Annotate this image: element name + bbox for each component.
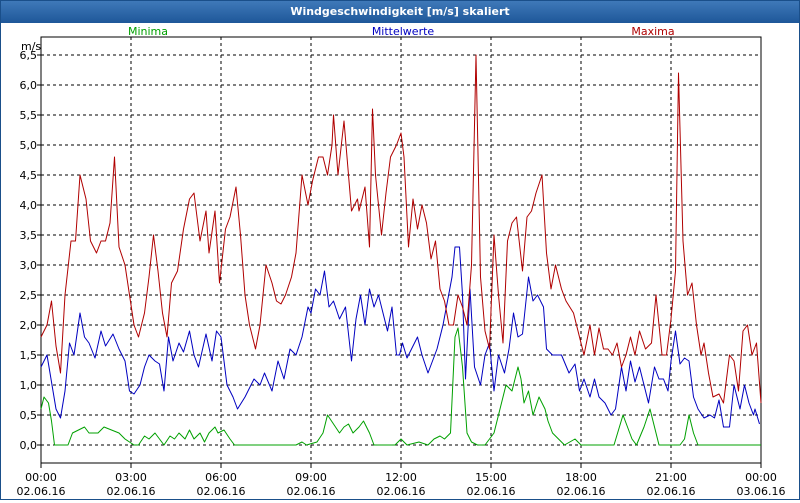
x-tick-label-time: 00:00	[25, 471, 57, 484]
plot-frame	[40, 36, 762, 464]
y-tick-label: 6,0	[20, 79, 38, 92]
x-tick-label-time: 12:00	[385, 471, 417, 484]
x-tick-label-date: 02.06.16	[467, 485, 516, 498]
series-line-mittelwerte	[40, 246, 760, 428]
series-line-maxima	[40, 54, 762, 404]
x-tick-label-time: 06:00	[205, 471, 237, 484]
y-tick-label: 1,0	[20, 379, 38, 392]
y-tick-label: 6,5	[20, 49, 38, 62]
x-tick-label-date: 02.06.16	[197, 485, 246, 498]
x-tick-label-time: 15:00	[475, 471, 507, 484]
legend-minima: Minima	[128, 25, 168, 38]
x-tick-label-time: 03:00	[115, 471, 147, 484]
legend-maxima: Maxima	[631, 25, 674, 38]
y-tick-label: 2,0	[20, 319, 38, 332]
window-title: Windgeschwindigkeit [m/s] skaliert	[1, 1, 799, 23]
x-tick-label-time: 09:00	[295, 471, 327, 484]
y-tick-label: 0,0	[20, 439, 38, 452]
y-tick-label: 2,5	[20, 289, 38, 302]
series-line-minima	[40, 327, 761, 446]
x-tick-label-time: 18:00	[565, 471, 597, 484]
wind-speed-chart: 0,0 0,5 1,0 1,5 2,0 2,5 3,0 3,5 4,0 4,5 5,0 5,5 6,0 6…	[17, 25, 786, 498]
legend-mittelwerte: Mittelwerte	[372, 25, 435, 38]
x-tick-label-date: 03.06.16	[737, 485, 786, 498]
x-tick-label-date: 02.06.16	[647, 485, 696, 498]
x-tick-label-time: 21:00	[655, 471, 687, 484]
y-tick-label: 5,5	[20, 109, 38, 122]
x-tick-label-date: 02.06.16	[557, 485, 606, 498]
y-tick-label: 5,0	[20, 139, 38, 152]
y-axis-label: m/s	[21, 40, 41, 53]
x-tick-label-date: 02.06.16	[287, 485, 336, 498]
y-tick-label: 3,5	[20, 229, 38, 242]
x-tick-label-date: 02.06.16	[17, 485, 66, 498]
y-tick-label: 3,0	[20, 259, 38, 272]
x-tick-label-time: 00:00	[745, 471, 777, 484]
y-tick-label: 0,5	[20, 409, 38, 422]
x-tick-label-date: 02.06.16	[377, 485, 426, 498]
y-tick-label: 1,5	[20, 349, 38, 362]
x-tick-label-date: 02.06.16	[107, 485, 156, 498]
chart-area: 0,0 0,5 1,0 1,5 2,0 2,5 3,0 3,5 4,0 4,5 5,0 5,5 6,0 6…	[1, 23, 799, 499]
y-tick-label: 4,5	[20, 169, 38, 182]
y-tick-label: 4,0	[20, 199, 38, 212]
